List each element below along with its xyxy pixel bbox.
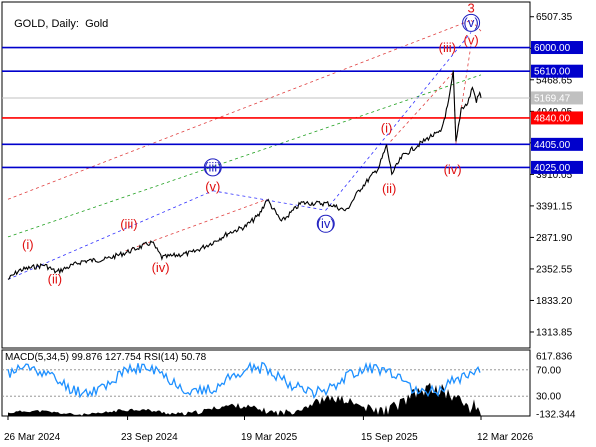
wave-circle bbox=[316, 214, 335, 233]
y-tick-label: 1313.85 bbox=[536, 327, 573, 338]
macd-histogram bbox=[8, 382, 481, 416]
indicator-tick-label: 30.00 bbox=[536, 392, 561, 403]
y-tick-label: 2871.90 bbox=[536, 233, 573, 244]
level-label: 6000.00 bbox=[534, 43, 571, 54]
x-tick-label: 15 Sep 2025 bbox=[361, 432, 418, 443]
x-tick-label: 12 Mar 2026 bbox=[477, 432, 534, 443]
trend-upper bbox=[7, 19, 472, 200]
y-tick-label: 5468.65 bbox=[536, 75, 573, 86]
indicator-title: MACD(5,34,5) 99.876 127.754 RSI(14) 50.7… bbox=[5, 352, 207, 363]
y-tick-label: 3910.05 bbox=[536, 170, 573, 181]
wave-connector bbox=[386, 72, 454, 147]
x-tick-label: 26 Mar 2024 bbox=[4, 432, 61, 443]
indicator-tick-label: 70.00 bbox=[536, 365, 561, 376]
trend-middle bbox=[7, 74, 482, 238]
wave-connector bbox=[325, 32, 472, 211]
level-tag bbox=[531, 41, 583, 55]
wave-label: (ii) bbox=[48, 272, 62, 287]
wave-label: (iii) bbox=[439, 40, 456, 55]
y-tick-label: 1833.20 bbox=[536, 296, 573, 307]
chart-title: GOLD, Daily: Gold bbox=[14, 18, 109, 30]
level-tag bbox=[531, 137, 583, 151]
description-label: Gold bbox=[85, 18, 109, 30]
main-plot-frame bbox=[1, 1, 531, 349]
level-label: 4840.00 bbox=[534, 113, 571, 124]
level-label: 5610.00 bbox=[534, 67, 571, 78]
wave-label: (iv) bbox=[317, 216, 335, 231]
wave-label: (i) bbox=[22, 237, 34, 252]
price-line bbox=[7, 70, 482, 280]
wave-connector bbox=[212, 190, 326, 211]
level-tag bbox=[531, 111, 583, 125]
x-tick-label: 19 Mar 2025 bbox=[241, 432, 298, 443]
wave-label: (iv) bbox=[152, 260, 170, 275]
trend-upper-tail bbox=[470, 19, 482, 32]
x-tick-label: 23 Sep 2024 bbox=[121, 432, 178, 443]
wave-label: (v) bbox=[464, 15, 479, 30]
level-tag bbox=[531, 160, 583, 174]
level-label: 4405.00 bbox=[534, 140, 571, 151]
level-tag bbox=[531, 64, 583, 78]
wave-label: (i) bbox=[381, 121, 393, 136]
wave-label: 3 bbox=[467, 0, 474, 15]
wave-label: (v) bbox=[205, 179, 220, 194]
wave-label: (iii) bbox=[120, 216, 137, 231]
level-label: 5169.47 bbox=[534, 93, 571, 104]
wave-circle bbox=[462, 13, 481, 32]
wave-connector bbox=[455, 44, 472, 144]
timeframe-label: Daily bbox=[51, 18, 76, 30]
wave-label: (v) bbox=[464, 32, 479, 47]
wave-label: (ii) bbox=[382, 181, 396, 196]
symbol-label: GOLD bbox=[14, 18, 46, 30]
level-label: 4025.00 bbox=[534, 163, 571, 174]
y-tick-label: 3391.15 bbox=[536, 201, 573, 212]
wave-connector bbox=[125, 198, 268, 252]
rsi-line bbox=[7, 361, 481, 399]
y-tick-label: 6507.35 bbox=[536, 12, 573, 23]
level-tag bbox=[531, 91, 583, 105]
indicator-tick-label: -132.344 bbox=[536, 410, 576, 421]
indicator-tick-label: 617.836 bbox=[536, 352, 573, 363]
y-tick-label: 2352.55 bbox=[536, 264, 573, 275]
wave-label: (iv) bbox=[444, 162, 462, 177]
wave-circle bbox=[203, 158, 222, 177]
wave-label: (iii) bbox=[204, 159, 221, 174]
